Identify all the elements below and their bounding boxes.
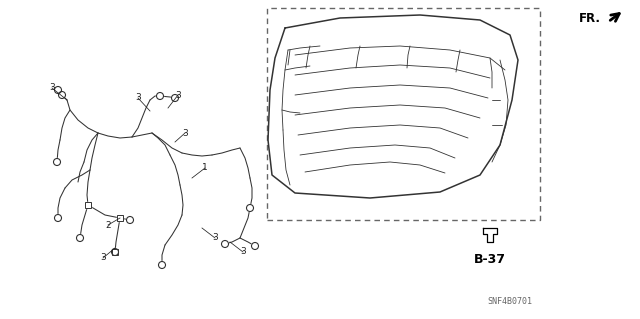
- Circle shape: [157, 93, 163, 100]
- Bar: [267, 8, 540, 220]
- Circle shape: [54, 214, 61, 221]
- Bar: [117, 215, 123, 221]
- Text: 3: 3: [49, 84, 55, 93]
- Text: FR.: FR.: [579, 11, 601, 25]
- Bar: [85, 202, 91, 208]
- Text: B-37: B-37: [474, 253, 506, 266]
- Text: 1: 1: [202, 164, 208, 173]
- Polygon shape: [483, 228, 497, 242]
- Circle shape: [111, 249, 118, 256]
- Text: 3: 3: [135, 93, 141, 102]
- Bar: [117, 215, 123, 221]
- Circle shape: [159, 262, 166, 269]
- Text: 3: 3: [175, 91, 181, 100]
- Circle shape: [221, 241, 228, 248]
- Text: SNF4B0701: SNF4B0701: [488, 297, 532, 306]
- Circle shape: [54, 86, 61, 93]
- Bar: [112, 249, 118, 255]
- Text: 3: 3: [240, 248, 246, 256]
- Text: 3: 3: [100, 254, 106, 263]
- Circle shape: [58, 92, 65, 99]
- Circle shape: [127, 217, 134, 224]
- Circle shape: [246, 204, 253, 211]
- Text: 3: 3: [182, 129, 188, 137]
- Bar: [85, 202, 91, 208]
- Circle shape: [77, 234, 83, 241]
- Text: 3: 3: [212, 234, 218, 242]
- Circle shape: [54, 159, 61, 166]
- Circle shape: [252, 242, 259, 249]
- Circle shape: [172, 94, 179, 101]
- Text: 2: 2: [105, 220, 111, 229]
- Bar: [112, 249, 118, 255]
